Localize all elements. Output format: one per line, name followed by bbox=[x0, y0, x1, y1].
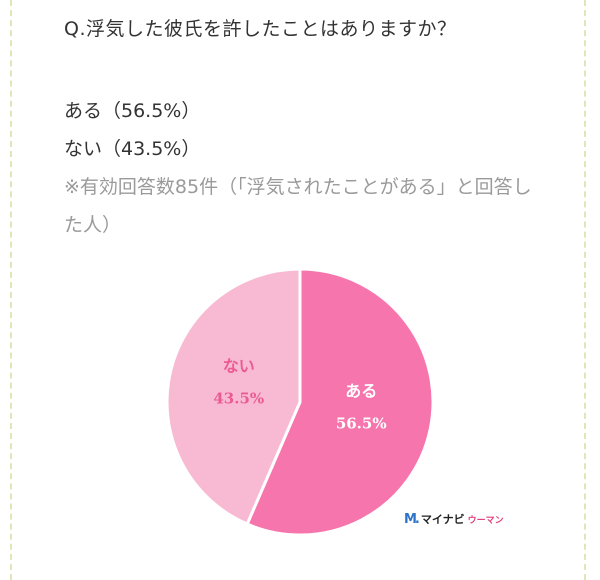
answer-summary: ある（56.5%） ない（43.5%） ※有効回答数85件（「浮気されたことがあ… bbox=[64, 92, 564, 244]
survey-question: Q.浮気した彼氏を許したことはありますか？ bbox=[64, 18, 457, 40]
pie-slices bbox=[165, 267, 435, 537]
pie-label-nai: ない bbox=[223, 356, 255, 375]
pie-label-aru: ある bbox=[345, 382, 377, 401]
answer-nai: ない（43.5%） bbox=[64, 138, 201, 160]
answer-aru: ある（56.5%） bbox=[64, 100, 201, 122]
pie-labels: ある 56.5% ない 43.5% bbox=[213, 356, 386, 432]
brand-mark-icon: M. bbox=[404, 511, 420, 527]
respondent-note: ※有効回答数85件（「浮気されたことがある」と回答した人） bbox=[64, 176, 532, 236]
pie-value-aru: 56.5% bbox=[336, 415, 387, 433]
pie-slice-nai bbox=[165, 267, 302, 527]
brand-name: マイナビ bbox=[420, 513, 465, 526]
frame-dashed-left bbox=[10, 0, 12, 580]
brand-sub: ウーマン bbox=[467, 515, 504, 526]
pie-slice-aru bbox=[245, 267, 435, 537]
frame-dashed-right bbox=[584, 0, 586, 580]
brand-logo: M. マイナビ ウーマン bbox=[404, 511, 504, 527]
pie-value-nai: 43.5% bbox=[213, 389, 264, 407]
survey-text-block: Q.浮気した彼氏を許したことはありますか？ ある（56.5%） ない（43.5%… bbox=[64, 14, 564, 244]
